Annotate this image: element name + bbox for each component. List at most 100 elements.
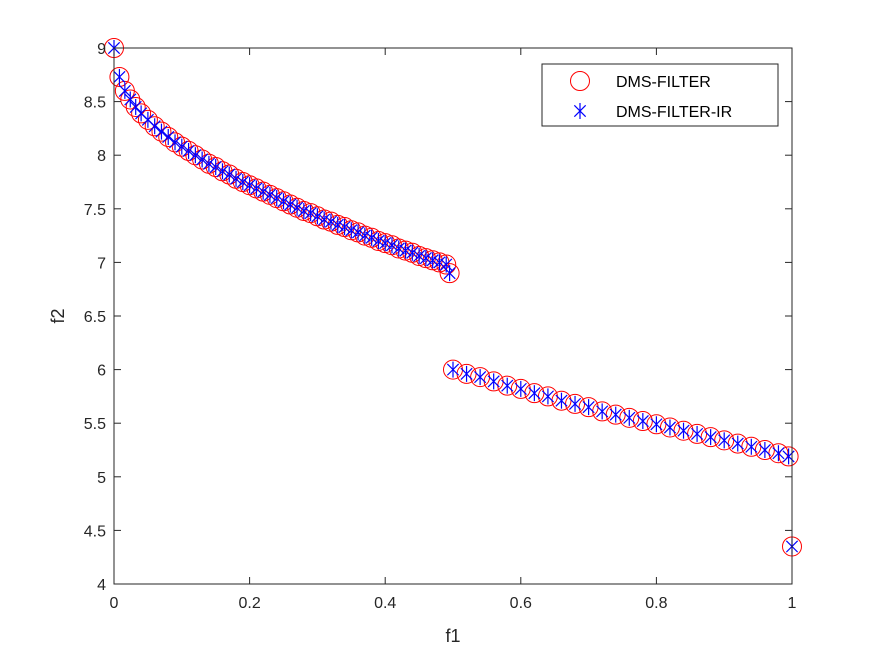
dms-filter-ir-point	[148, 118, 161, 135]
y-tick-label: 4.5	[84, 523, 106, 540]
x-tick-label: 0.2	[238, 595, 260, 612]
dms-filter-ir-point	[379, 235, 392, 252]
asterisk-stroke	[189, 149, 202, 162]
dms-filter-ir-point	[636, 413, 649, 430]
asterisk-stroke	[304, 207, 317, 220]
dms-filter-ir-point	[650, 416, 663, 433]
asterisk-stroke	[162, 130, 175, 144]
dms-filter-ir-point	[745, 438, 758, 455]
dms-filter-ir-point	[487, 373, 500, 390]
x-tick-labels: 0 0.2 0.4 0.6 0.8 1	[110, 595, 797, 612]
asterisk-stroke	[528, 387, 541, 400]
dms-filter-ir-point	[419, 250, 432, 267]
dms-filter-ir-point	[677, 422, 690, 439]
x-tick-label: 0.6	[510, 595, 532, 612]
legend-asterisk-marker	[573, 103, 587, 119]
y-tick-label: 5.5	[84, 416, 106, 433]
y-tick-labels: 4 4.5 5 5.5 6 6.5 7 7.5 8 8.5 9	[84, 41, 106, 594]
y-tick-label: 7	[97, 255, 106, 272]
dms-filter-ir-point	[162, 128, 175, 145]
asterisk-stroke	[297, 204, 310, 218]
asterisk-stroke	[202, 157, 216, 170]
x-tick-label: 0	[110, 595, 119, 612]
x-tick-label: 0.8	[645, 595, 667, 612]
dms-filter-ir-point	[460, 365, 473, 382]
dms-filter-ir-point	[304, 205, 317, 222]
dms-filter-ir-point	[528, 385, 541, 402]
dms-filter-ir-point	[345, 222, 358, 239]
asterisk-stroke	[135, 107, 148, 120]
asterisk-stroke	[324, 215, 338, 228]
dms-filter-ir-point	[196, 151, 209, 168]
dms-filter-ir-point	[189, 147, 202, 164]
dms-filter-ir-point	[236, 174, 249, 190]
asterisk-stroke	[196, 153, 209, 166]
asterisk-stroke	[351, 226, 365, 239]
asterisk-stroke	[257, 185, 270, 198]
asterisk-stroke	[399, 244, 412, 257]
dms-filter-ir-point	[324, 213, 338, 230]
asterisk-stroke	[270, 191, 283, 205]
dms-filter-ir-point	[365, 229, 378, 246]
dms-filter-ir-point	[514, 380, 527, 397]
asterisk-stroke	[426, 254, 439, 267]
dms-filter-ir-point	[582, 399, 595, 416]
dms-filter-ir-point	[501, 377, 514, 394]
asterisk-stroke	[650, 418, 663, 431]
y-tick-label: 8.5	[84, 95, 106, 112]
dms-filter-ir-point	[568, 395, 582, 412]
dms-filter-ir-point	[596, 403, 609, 420]
dms-filter-ir-point	[555, 392, 568, 409]
asterisk-stroke	[124, 93, 137, 106]
dms-filter-ir-point	[290, 199, 304, 216]
asterisk-stroke	[623, 411, 636, 424]
plot-area	[114, 48, 792, 584]
asterisk-stroke	[216, 165, 229, 178]
x-tick-label: 1	[788, 595, 797, 612]
asterisk-stroke	[460, 367, 473, 380]
asterisk-stroke	[718, 434, 731, 447]
dms-filter-ir-point	[433, 254, 446, 271]
dms-filter-ir-point	[277, 193, 290, 210]
dms-filter-ir-point	[772, 445, 785, 462]
dms-filter-ir-point	[446, 361, 460, 378]
legend-label-dms-filter-ir: DMS-FILTER-IR	[616, 104, 732, 121]
asterisk-stroke	[318, 213, 331, 226]
asterisk-stroke	[433, 256, 446, 269]
dms-filter-ir-point	[372, 232, 385, 249]
asterisk-stroke	[541, 390, 555, 403]
asterisk-stroke	[392, 242, 405, 255]
y-tick-label: 6	[97, 363, 106, 380]
dms-filter-ir-point	[541, 388, 555, 405]
asterisk-stroke	[113, 70, 126, 84]
dms-filter-ir-point	[690, 425, 704, 442]
asterisk-stroke	[209, 160, 222, 174]
dms-filter-ir-point	[243, 177, 256, 194]
dms-filter-point	[120, 89, 141, 110]
asterisk-stroke	[243, 179, 256, 192]
y-axis-label: f2	[48, 308, 68, 323]
dms-filter-ir-point	[331, 216, 344, 233]
dms-filter-point	[158, 126, 179, 147]
y-tick-label: 4	[97, 577, 106, 594]
dms-filter-ir-point	[270, 190, 283, 207]
asterisk-stroke	[501, 379, 514, 392]
asterisk-stroke	[290, 201, 304, 214]
asterisk-stroke	[358, 229, 371, 242]
asterisk-stroke	[731, 437, 744, 450]
dms-filter-point	[192, 149, 213, 170]
dms-filter-ir-point	[297, 202, 310, 219]
dms-filter-ir-point	[113, 68, 126, 85]
asterisk-stroke	[338, 220, 351, 234]
dms-filter-ir-point	[182, 142, 195, 159]
dms-filter-ir-point	[175, 138, 188, 155]
dms-filter-ir-point	[758, 442, 771, 458]
dms-filter-ir-point	[229, 170, 243, 187]
dms-filter-point	[131, 103, 152, 124]
asterisk-stroke	[379, 237, 392, 250]
dms-filter-ir-point	[399, 242, 412, 259]
y-tick-label: 5	[97, 470, 106, 487]
dms-filter-ir-point	[351, 224, 365, 241]
asterisk-stroke	[148, 120, 161, 133]
legend-marker-circle	[570, 71, 590, 91]
